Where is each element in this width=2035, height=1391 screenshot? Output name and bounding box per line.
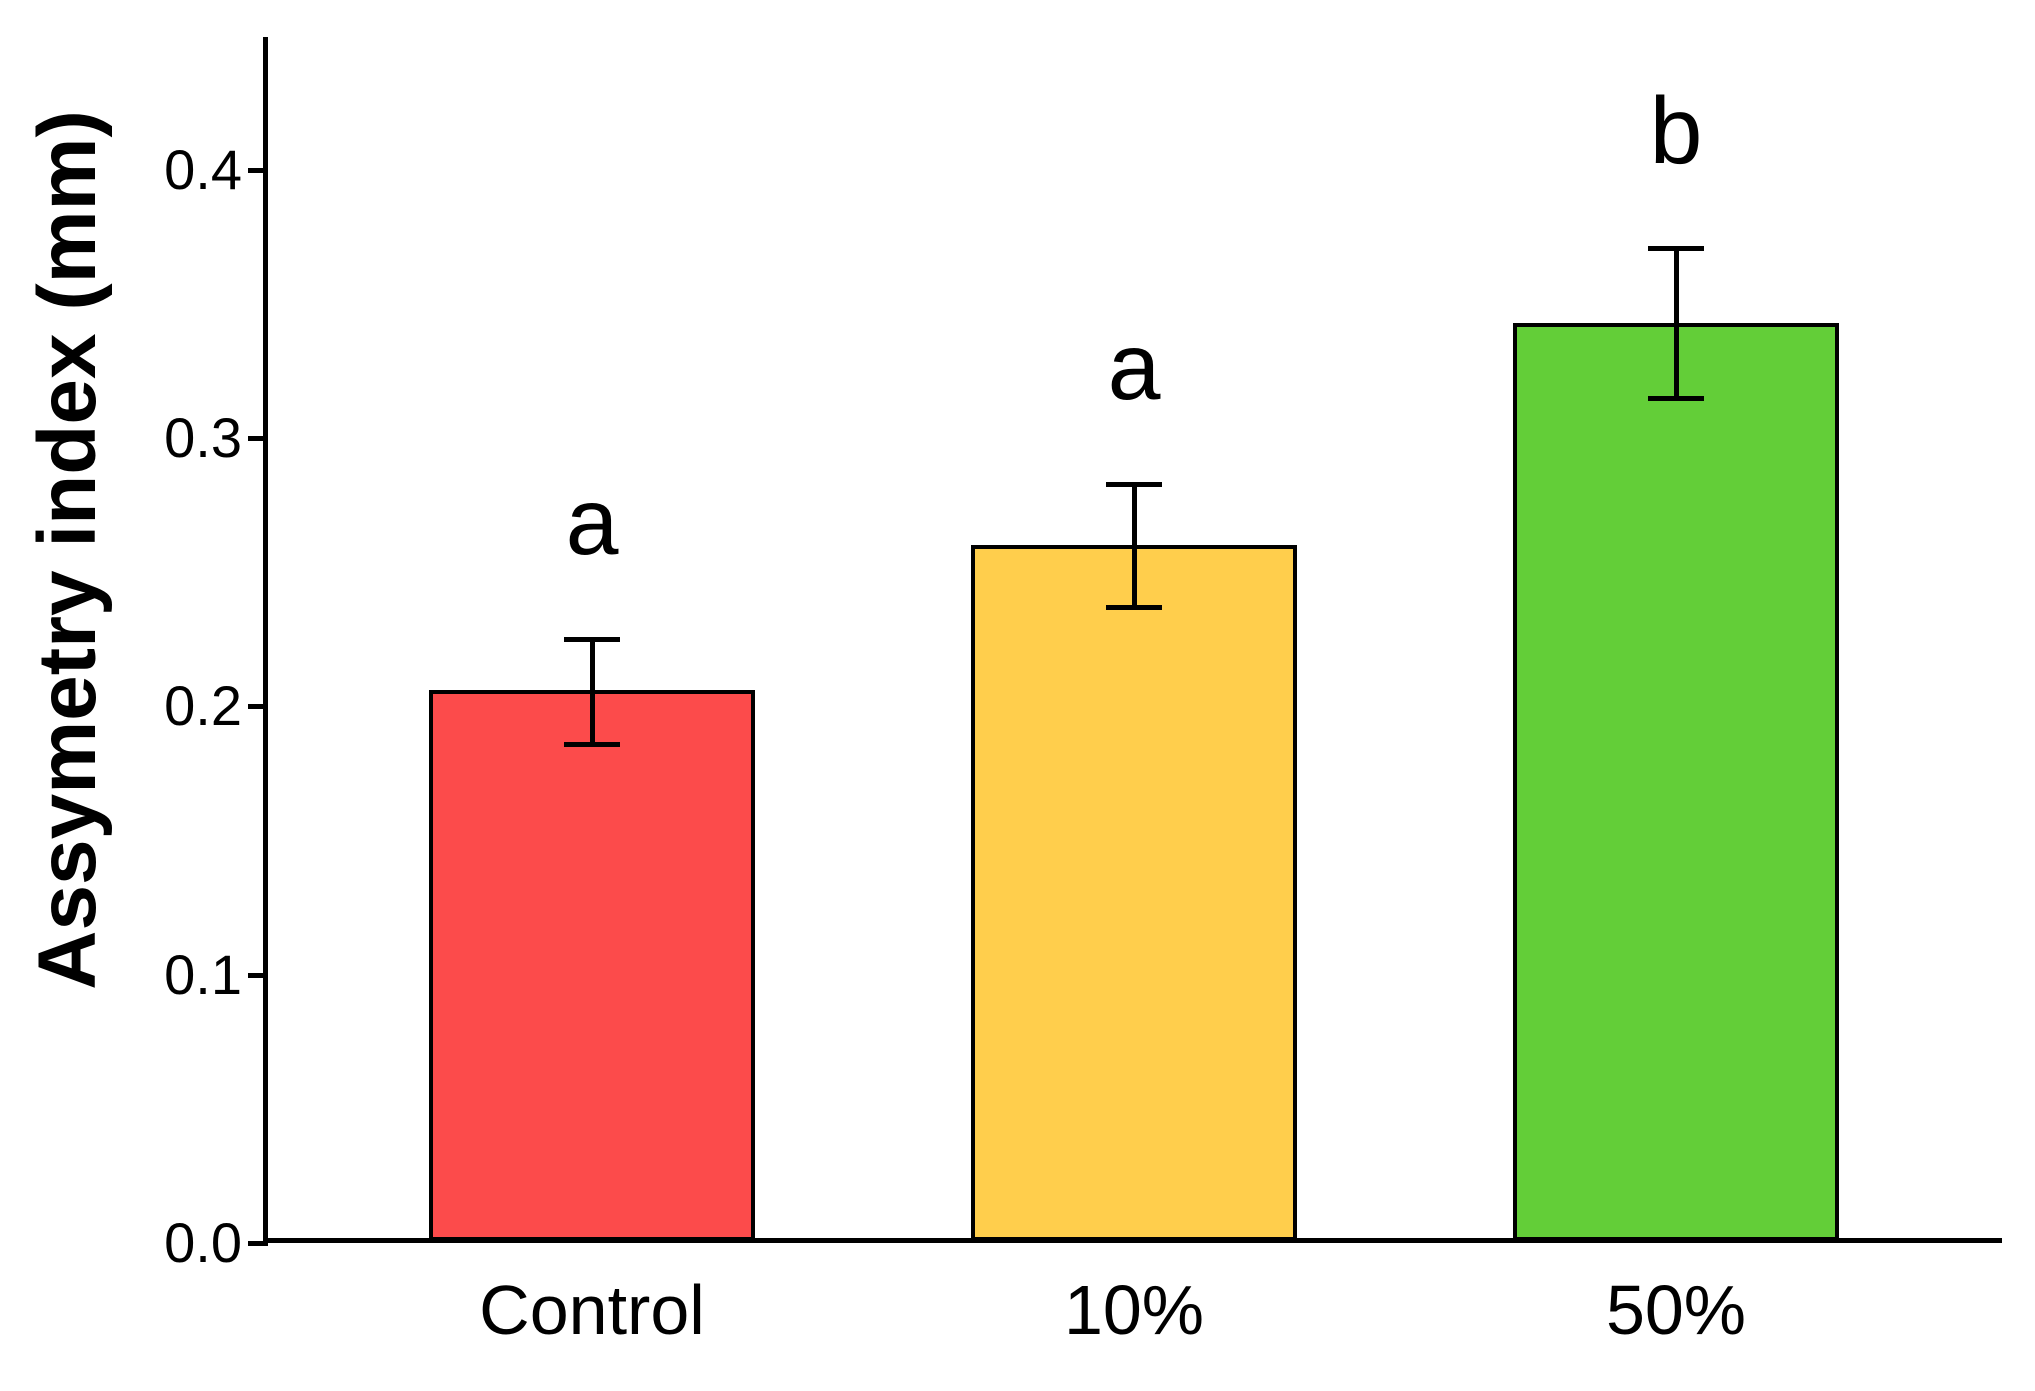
y-tick-mark: [248, 704, 263, 709]
x-axis-category-label: Control: [479, 1271, 705, 1349]
y-tick-label: 0.1: [164, 943, 242, 1006]
x-axis-category-label: 10%: [1063, 1271, 1205, 1349]
y-tick-label: 0.2: [164, 674, 242, 737]
y-tick-mark: [248, 973, 263, 978]
error-bar-line: [1132, 484, 1137, 607]
bar-control: [429, 690, 755, 1241]
error-bar-cap-top: [1648, 246, 1704, 251]
error-bar-cap-bottom: [564, 742, 620, 747]
x-axis-category-label: 50%: [1605, 1271, 1747, 1349]
bar-50: [1513, 323, 1839, 1241]
error-bar-line: [590, 639, 595, 744]
error-bar-cap-top: [1106, 482, 1162, 487]
significance-letter: a: [1107, 314, 1161, 420]
significance-letter: b: [1649, 78, 1703, 184]
significance-letter: a: [565, 469, 619, 575]
y-tick-mark: [248, 436, 263, 441]
error-bar-cap-bottom: [1106, 605, 1162, 610]
y-tick-label: 0.3: [164, 406, 242, 469]
x-axis-line: [263, 1238, 2002, 1243]
y-axis-line: [263, 37, 268, 1246]
error-bar-line: [1674, 248, 1679, 398]
y-tick-label: 0.4: [164, 138, 242, 201]
error-bar-cap-bottom: [1648, 396, 1704, 401]
bar-10: [971, 545, 1297, 1241]
y-tick-mark: [248, 168, 263, 173]
y-tick-label: 0.0: [164, 1211, 242, 1274]
y-tick-mark: [248, 1241, 263, 1246]
error-bar-cap-top: [564, 637, 620, 642]
